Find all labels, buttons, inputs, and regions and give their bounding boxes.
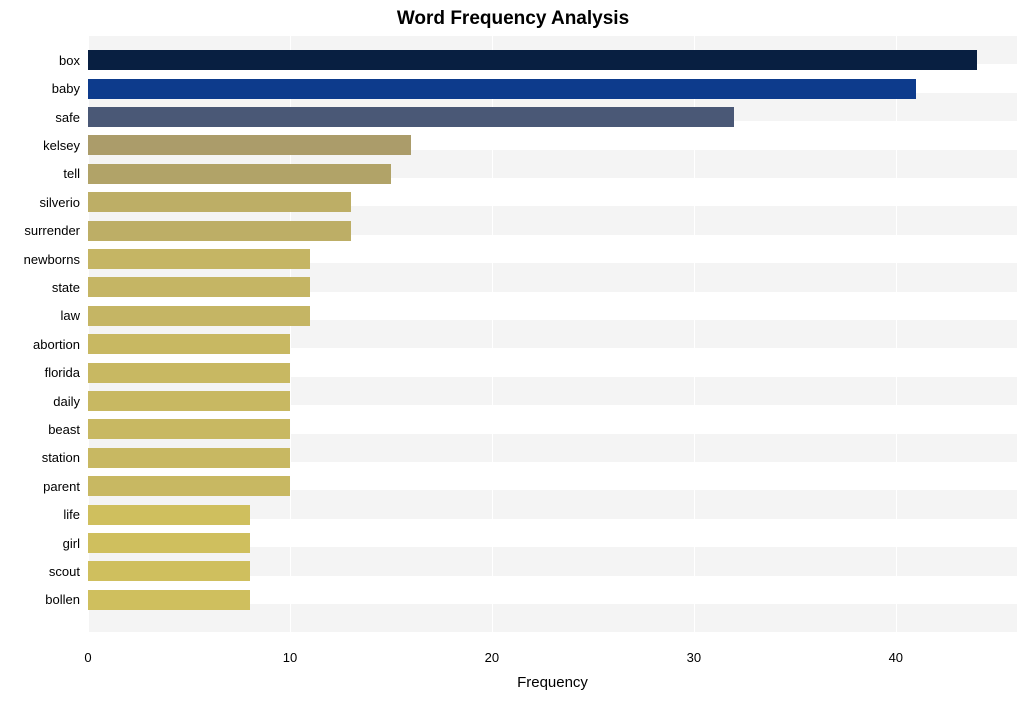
bar: [88, 391, 290, 411]
y-tick-label: florida: [0, 365, 80, 380]
y-tick-label: station: [0, 450, 80, 465]
x-tick-label: 0: [84, 650, 91, 665]
y-tick-label: tell: [0, 166, 80, 181]
bar: [88, 533, 250, 553]
chart-title: Word Frequency Analysis: [0, 8, 1026, 30]
y-tick-label: daily: [0, 394, 80, 409]
bar: [88, 561, 250, 581]
bar: [88, 192, 351, 212]
x-tick-label: 30: [687, 650, 701, 665]
plot-area: [88, 36, 1017, 644]
bar: [88, 107, 734, 127]
bar: [88, 50, 977, 70]
x-tick-label: 20: [485, 650, 499, 665]
y-tick-label: kelsey: [0, 138, 80, 153]
bar: [88, 306, 310, 326]
bar: [88, 135, 411, 155]
y-tick-label: state: [0, 280, 80, 295]
y-tick-label: silverio: [0, 195, 80, 210]
y-tick-label: baby: [0, 81, 80, 96]
gridline: [492, 36, 493, 644]
bar: [88, 249, 310, 269]
bar: [88, 476, 290, 496]
bar: [88, 221, 351, 241]
y-tick-label: safe: [0, 110, 80, 125]
bar: [88, 164, 391, 184]
y-tick-label: life: [0, 507, 80, 522]
bar: [88, 79, 916, 99]
bar: [88, 277, 310, 297]
bar: [88, 334, 290, 354]
y-tick-label: bollen: [0, 592, 80, 607]
y-tick-label: parent: [0, 479, 80, 494]
bar: [88, 590, 250, 610]
y-tick-label: law: [0, 308, 80, 323]
y-tick-label: beast: [0, 422, 80, 437]
gridline: [290, 36, 291, 644]
bar: [88, 448, 290, 468]
y-tick-label: surrender: [0, 223, 80, 238]
x-tick-label: 40: [889, 650, 903, 665]
bar: [88, 505, 250, 525]
bar: [88, 363, 290, 383]
y-tick-label: abortion: [0, 337, 80, 352]
y-tick-label: box: [0, 53, 80, 68]
y-tick-label: newborns: [0, 252, 80, 267]
y-tick-label: scout: [0, 564, 80, 579]
gridline: [694, 36, 695, 644]
x-axis-title: Frequency: [88, 674, 1017, 691]
gridline: [896, 36, 897, 644]
x-tick-label: 10: [283, 650, 297, 665]
bar: [88, 419, 290, 439]
row-stripe: [88, 632, 1017, 644]
y-tick-label: girl: [0, 536, 80, 551]
chart-container: Word Frequency Analysis box baby safe kelse…: [0, 0, 1026, 701]
